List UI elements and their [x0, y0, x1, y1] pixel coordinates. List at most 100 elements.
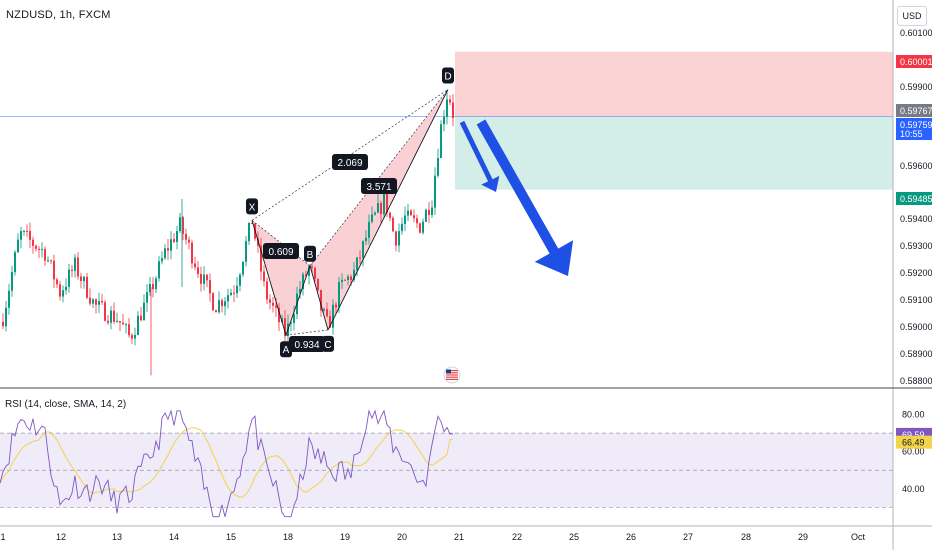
rsi-ma-line: [0, 427, 453, 498]
candle-body: [326, 309, 328, 317]
candle-body: [182, 217, 184, 234]
candle-body: [86, 276, 88, 298]
candle-body: [353, 269, 355, 281]
text-labels: X A B C D 0.609 0.934 3.571 2.069 0.60100 0.59900 0…: [0, 28, 932, 542]
candle-body: [32, 239, 34, 246]
candle-body: [233, 292, 235, 294]
us-flag-event-icon[interactable]: [443, 366, 461, 384]
price-label-current-bg: [896, 118, 932, 140]
candle-body: [149, 284, 151, 293]
candle-body: [176, 231, 178, 243]
candle-body: [179, 217, 181, 232]
currency-button[interactable]: USD: [897, 6, 927, 26]
candle-body: [20, 231, 22, 240]
candle-body: [398, 231, 400, 246]
candle-body: [392, 217, 394, 232]
candle-body: [434, 175, 436, 208]
candle-body: [188, 239, 190, 243]
candle-body: [413, 215, 415, 219]
rsi-tick: 80.00: [902, 410, 925, 420]
candle-body: [341, 279, 343, 282]
candle-body: [422, 221, 424, 233]
leg-ab: [285, 265, 311, 336]
candle-body: [335, 304, 337, 308]
candle-body: [359, 257, 361, 259]
ratio-label: 0.609: [268, 247, 293, 258]
candlestick-series: [2, 91, 454, 376]
candle-body: [107, 320, 109, 323]
candle-body: [323, 309, 325, 311]
point-label-a: A: [283, 345, 290, 356]
time-tick: 22: [512, 532, 522, 542]
candle-body: [266, 281, 268, 300]
candle-body: [416, 218, 418, 224]
time-tick: 20: [397, 532, 407, 542]
candle-body: [311, 266, 313, 268]
candle-body: [344, 279, 346, 281]
candle-body: [428, 209, 430, 215]
candle-body: [5, 307, 7, 327]
ratio-label-bg: [332, 154, 368, 170]
candle-body: [14, 252, 16, 273]
time-tick: 13: [112, 532, 122, 542]
candle-body: [29, 231, 31, 240]
ratio-label-bg: [289, 336, 325, 352]
price-tick: 0.59300: [900, 241, 932, 251]
point-label-d: D: [444, 71, 451, 82]
flag-stripe: [446, 376, 458, 378]
candle-body: [170, 239, 172, 251]
candle-body: [134, 334, 136, 339]
candle-body: [386, 193, 388, 213]
candle-body: [122, 322, 124, 325]
candle-body: [194, 263, 196, 268]
candle-body: [431, 207, 433, 215]
candle-body: [218, 300, 220, 313]
candle-body: [44, 249, 46, 261]
time-tick: 18: [283, 532, 293, 542]
candle-body: [47, 260, 49, 262]
time-tick: 25: [569, 532, 579, 542]
candle-body: [332, 304, 334, 328]
candle-body: [224, 301, 226, 307]
candle-body: [410, 210, 412, 216]
leg-bc: [309, 265, 329, 331]
candle-body: [320, 289, 322, 311]
time-tick: 27: [683, 532, 693, 542]
candle-body: [119, 320, 121, 323]
candle-body: [305, 274, 307, 276]
candle-body: [59, 284, 61, 297]
rsi-pane: RSI (14, close, SMA, 14, 2): [0, 399, 893, 518]
candle-body: [269, 299, 271, 303]
candle-body: [77, 257, 79, 277]
ratio-label: 2.069: [337, 158, 362, 169]
rsi-title: RSI (14, close, SMA, 14, 2): [5, 399, 126, 410]
candle-body: [113, 310, 115, 322]
time-tick: 14: [169, 532, 179, 542]
candle-body: [401, 223, 403, 232]
time-tick: 21: [454, 532, 464, 542]
candle-body: [185, 233, 187, 240]
candle-body: [239, 274, 241, 286]
candle-body: [362, 241, 364, 258]
candle-body: [161, 258, 163, 262]
candle-body: [347, 276, 349, 280]
ratio-label-bg: [361, 178, 397, 194]
candle-body: [2, 321, 4, 327]
candle-body: [65, 286, 67, 291]
candle-body: [293, 314, 295, 323]
candle-body: [284, 318, 286, 337]
candle-body: [329, 316, 331, 328]
price-tick: 0.60100: [900, 28, 932, 38]
rsi-ma-value-bg: [896, 435, 932, 449]
candle-body: [356, 257, 358, 270]
point-label-c: C: [324, 340, 331, 351]
flag-stripe: [446, 378, 458, 380]
candle-body: [167, 248, 169, 251]
candle-body: [371, 214, 373, 222]
candle-body: [248, 222, 250, 242]
candle-body: [374, 212, 376, 215]
candle-body: [365, 237, 367, 242]
price-label-target: 0.59485: [900, 194, 932, 204]
symbol-title[interactable]: NZDUSD, 1h, FXCM: [6, 9, 111, 21]
